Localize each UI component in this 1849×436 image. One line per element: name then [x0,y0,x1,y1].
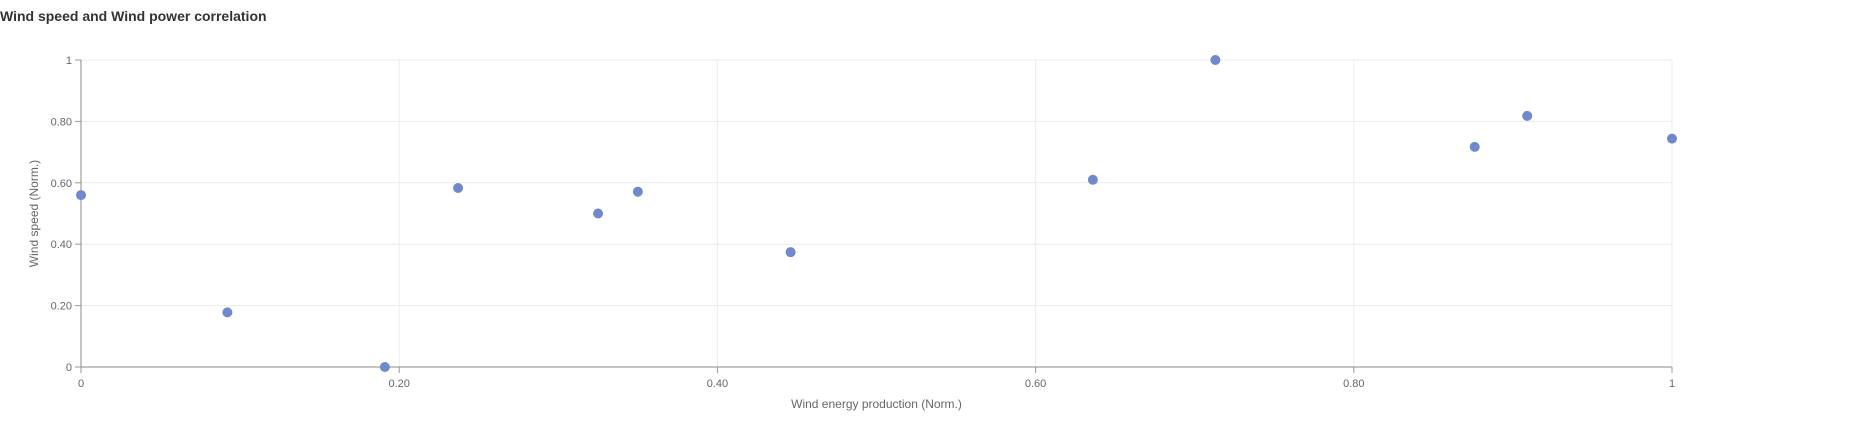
scatter-point[interactable] [593,208,604,219]
scatter-point[interactable] [222,307,233,318]
scatter-point[interactable] [1210,55,1221,65]
scatter-point[interactable] [785,247,796,258]
scatter-point[interactable] [453,183,464,194]
scatter-point[interactable] [379,362,390,372]
x-tick-label: 1 [1669,378,1675,390]
scatter-point[interactable] [76,190,86,201]
x-axis-title: Wind energy production (Norm.) [791,397,962,411]
y-tick-label: 0.20 [51,301,72,313]
tick-labels: 0 0.20 0.40 0.60 0.80 1 0 0.20 0.40 0.60 0.80 1 [51,55,1675,390]
grid-lines [81,59,1673,367]
scatter-point[interactable] [1469,141,1480,152]
x-tick-label: 0.40 [707,378,728,390]
y-axis-title: Wind speed (Norm.) [27,160,41,267]
scatter-point[interactable] [1087,174,1098,185]
x-tick-label: 0.60 [1025,378,1046,390]
x-tick-label: 0.80 [1343,378,1364,390]
axes [75,59,1673,373]
y-tick-label: 1 [66,55,72,67]
y-tick-label: 0.40 [51,239,72,251]
x-tick-label: 0 [78,378,84,390]
scatter-point[interactable] [1522,110,1533,121]
scatter-point[interactable] [632,186,643,197]
x-tick-label: 0.20 [388,378,409,390]
scatter-point[interactable] [1667,133,1677,144]
y-tick-label: 0 [66,362,72,374]
chart-title: Wind speed and Wind power correlation [0,8,267,24]
data-points [76,55,1677,372]
y-tick-label: 0.60 [51,178,72,190]
y-tick-label: 0.80 [51,116,72,128]
